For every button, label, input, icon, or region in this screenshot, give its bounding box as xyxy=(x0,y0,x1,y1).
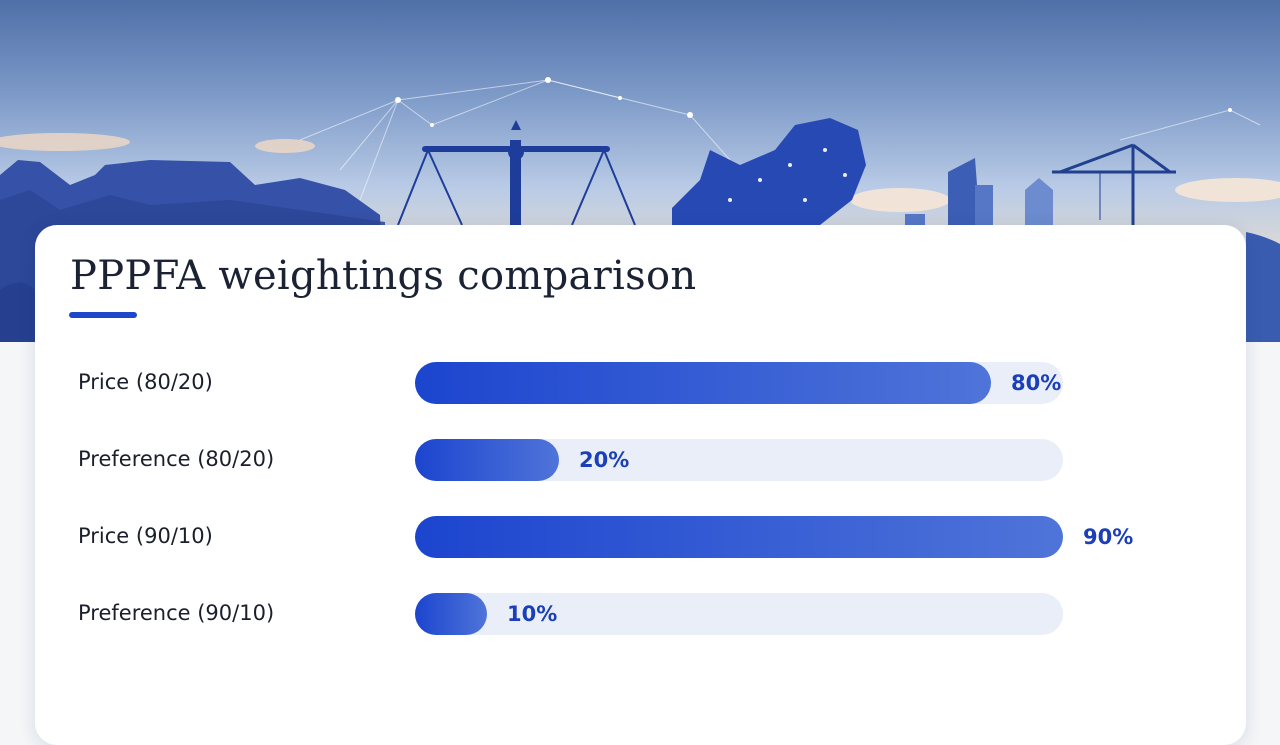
bar-value-label: 20% xyxy=(579,448,630,472)
bar-label: Preference (80/20) xyxy=(78,447,275,471)
bar-track xyxy=(415,593,1063,635)
bar-row-price-90-10: Price (90/10) 90% xyxy=(35,515,1246,559)
bar-label: Price (80/20) xyxy=(78,370,213,394)
bar-fill xyxy=(415,593,487,635)
title-underline xyxy=(69,312,137,318)
bar-label: Preference (90/10) xyxy=(78,601,275,625)
bar-value-label: 80% xyxy=(1011,371,1062,395)
bar-row-price-80-20: Price (80/20) 80% xyxy=(35,361,1246,405)
bar-value-label: 90% xyxy=(1083,525,1134,549)
bar-label: Price (90/10) xyxy=(78,524,213,548)
bar-value-label: 10% xyxy=(507,602,558,626)
bar-fill xyxy=(415,516,1063,558)
bar-row-preference-90-10: Preference (90/10) 10% xyxy=(35,592,1246,636)
chart-card: PPPFA weightings comparison Price (80/20… xyxy=(35,225,1246,745)
bar-fill xyxy=(415,362,991,404)
bar-row-preference-80-20: Preference (80/20) 20% xyxy=(35,438,1246,482)
bar-fill xyxy=(415,439,559,481)
chart-title: PPPFA weightings comparison xyxy=(70,253,697,299)
